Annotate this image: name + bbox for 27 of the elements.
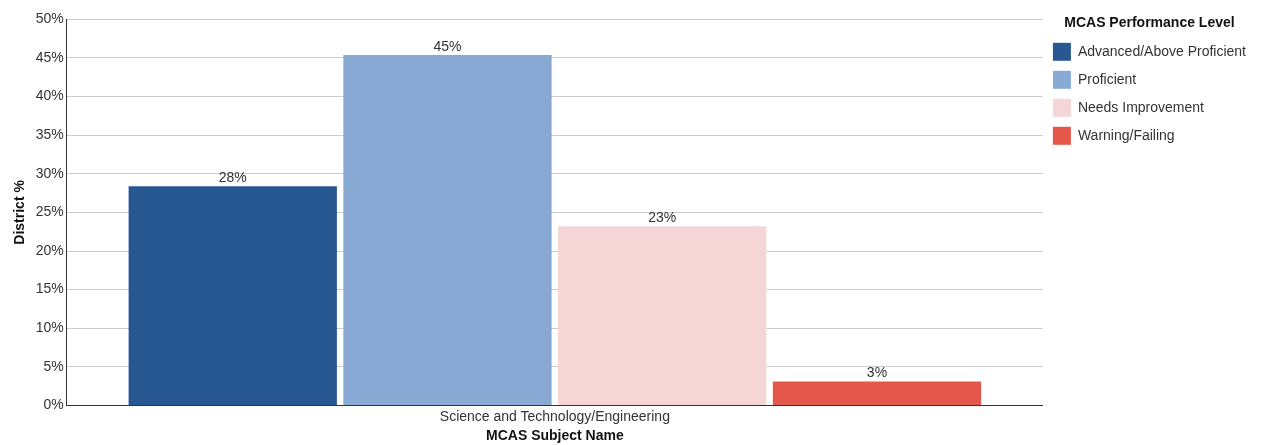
bar: [558, 226, 767, 405]
legend-title: MCAS Performance Level: [1064, 13, 1235, 30]
y-tick-label: 40%: [35, 87, 64, 104]
y-tick-label: 5%: [43, 357, 64, 374]
legend-label: Needs Improvement: [1077, 98, 1205, 115]
data-label: 3%: [866, 364, 888, 381]
y-tick-label: 35%: [35, 126, 64, 143]
y-tick-label: 10%: [35, 319, 64, 336]
legend-label: Advanced/Above Proficient: [1077, 42, 1247, 59]
x-axis-title: MCAS Subject Name: [486, 427, 624, 444]
x-tick-label: Science and Technology/Engineering: [439, 407, 670, 424]
y-tick-label: 0%: [43, 396, 64, 413]
data-label: 45%: [433, 37, 462, 54]
bar: [772, 381, 982, 405]
legend-label: Warning/Failing: [1077, 126, 1175, 143]
bar: [343, 54, 552, 405]
y-tick-label: 45%: [35, 48, 64, 65]
y-tick-label: 20%: [35, 241, 64, 258]
y-tick-label: 30%: [35, 164, 64, 181]
bar: [128, 186, 337, 405]
y-tick-label: 25%: [35, 203, 64, 220]
y-tick-label: 15%: [35, 280, 64, 297]
data-label: 28%: [218, 169, 247, 186]
data-label: 23%: [648, 209, 677, 226]
legend-label: Proficient: [1077, 70, 1137, 87]
y-tick-label: 50%: [35, 10, 64, 27]
y-axis-title: District %: [11, 179, 28, 245]
